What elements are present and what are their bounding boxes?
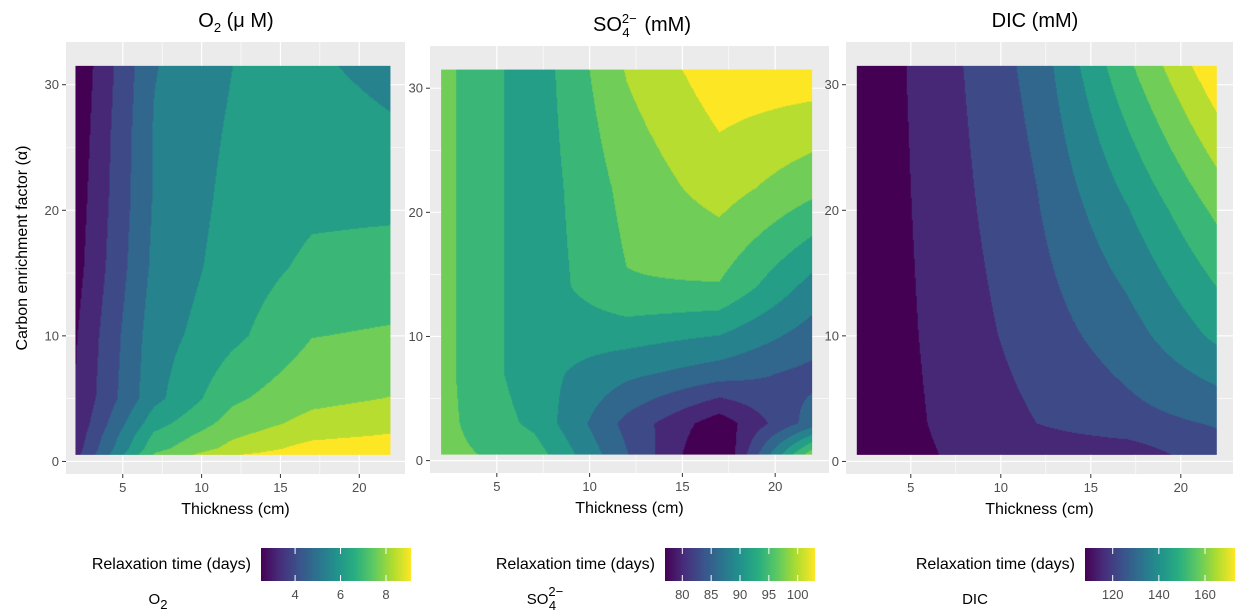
colorbar-tick-label: 90: [733, 587, 747, 602]
y-tick-label: 10: [45, 328, 59, 343]
colorbar-tick-label: 8: [382, 587, 389, 602]
x-axis-label: Thickness (cm): [985, 501, 1093, 518]
colorbar-legend: Relaxation time (days) O2 4 6 8: [92, 548, 411, 612]
x-tick-label: 10: [582, 479, 596, 494]
colorbar: [1085, 548, 1235, 581]
y-tick-label: 30: [45, 77, 59, 92]
colorbar-tick-label: 85: [704, 587, 718, 602]
colorbar-tick-label: 80: [675, 587, 689, 602]
legend-label-base: O: [149, 591, 161, 608]
y-tick-label: 0: [416, 453, 423, 468]
legend-label: DIC: [962, 591, 988, 608]
y-tick-label: 20: [825, 203, 839, 218]
panel-title-sub: 4: [622, 25, 629, 40]
colorbar-legend: Relaxation time (days) DIC 120 140 160: [916, 548, 1235, 608]
x-tick-label: 5: [493, 479, 500, 494]
panel-title: SO2− 4 (mM): [593, 11, 691, 40]
y-axis-label: Carbon enrichment factor (α): [14, 146, 31, 351]
x-tick-label: 5: [907, 480, 914, 495]
legend-label-sub: 4: [549, 598, 556, 611]
legend-label-base: SO: [527, 591, 549, 608]
x-axis-label: Thickness (cm): [575, 500, 683, 517]
legend-label-sup: 2−: [548, 584, 563, 599]
legend-title: Relaxation time (days): [92, 556, 251, 573]
x-tick-label: 15: [273, 480, 287, 495]
y-tick-label: 20: [409, 205, 423, 220]
panel-title-base: DIC (mM): [992, 10, 1079, 32]
contour-fill: [856, 65, 1217, 455]
colorbar-tick-label: 95: [762, 587, 776, 602]
panel-title-base: O: [198, 10, 214, 32]
colorbar-tick-label: 4: [291, 587, 298, 602]
x-tick-label: 20: [1174, 480, 1188, 495]
x-tick-label: 10: [994, 480, 1008, 495]
legend-label: O2: [149, 591, 168, 611]
panel-title-rest: (mM): [639, 14, 691, 36]
legend-title: Relaxation time (days): [496, 556, 655, 573]
y-tick-label: 30: [825, 77, 839, 92]
y-tick-label: 10: [409, 329, 423, 344]
y-tick-label: 10: [825, 328, 839, 343]
legend-label: SO2− 4: [527, 584, 564, 611]
colorbar-tick-label: 6: [337, 587, 344, 602]
colorbar: [261, 548, 411, 581]
panel-title-base: SO: [593, 14, 622, 36]
x-tick-label: 5: [119, 480, 126, 495]
x-axis-label: Thickness (cm): [181, 501, 289, 518]
panel-title-rest: (μ M): [221, 10, 274, 32]
x-tick-label: 10: [194, 480, 208, 495]
colorbar-tick-label: 100: [787, 587, 809, 602]
y-tick-label: 0: [52, 454, 59, 469]
panel-title-sub: 2: [214, 20, 221, 35]
panel-title: O2 (μ M): [198, 10, 273, 35]
colorbar-tick-label: 140: [1148, 587, 1170, 602]
x-tick-label: 20: [768, 479, 782, 494]
panel-title-sup: 2−: [622, 11, 637, 26]
contour-panel-3: 5 10 15 20 0 10 20 30 DIC (mM) Thickness (cm) Rela…: [825, 10, 1235, 608]
legend-label-base: DIC: [962, 591, 988, 608]
colorbar-legend: Relaxation time (days) SO2− 4 80 85 90 95 100: [496, 548, 815, 613]
panel-title: DIC (mM): [992, 10, 1079, 32]
legend-title: Relaxation time (days): [916, 556, 1075, 573]
y-tick-label: 30: [409, 81, 423, 96]
x-tick-label: 15: [1084, 480, 1098, 495]
contour-fill: [441, 69, 813, 455]
legend-label-sub: 2: [160, 597, 167, 611]
contour-fill: [75, 65, 391, 455]
y-tick-label: 0: [832, 454, 839, 469]
colorbar-tick-label: 120: [1102, 587, 1124, 602]
colorbar-tick-label: 160: [1194, 587, 1216, 602]
y-tick-label: 20: [45, 203, 59, 218]
x-tick-label: 20: [352, 480, 366, 495]
x-tick-label: 15: [675, 479, 689, 494]
